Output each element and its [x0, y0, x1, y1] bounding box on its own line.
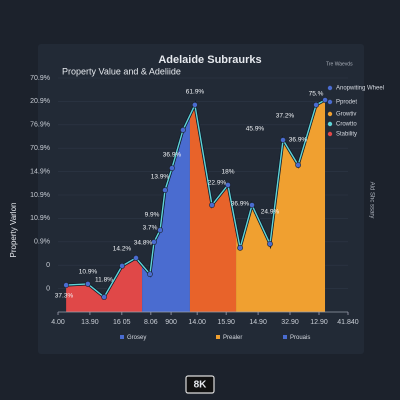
badge: 8K — [194, 380, 208, 391]
badge-box — [185, 375, 215, 394]
data-annotation: 14.2% — [113, 246, 132, 253]
legend-label: Pprodet — [336, 100, 357, 106]
data-annotation: 13.9% — [151, 174, 170, 181]
chart-title: Adelaide Subraurks — [158, 54, 261, 66]
point — [119, 263, 125, 269]
legend-label: Grosey — [127, 335, 146, 341]
legend-swatch — [283, 335, 287, 339]
point — [147, 271, 153, 277]
point — [151, 239, 157, 245]
y-tick-label: 10.9% — [30, 215, 50, 222]
point — [225, 182, 231, 188]
point — [157, 227, 163, 233]
point — [313, 102, 319, 108]
data-annotation: 34.8% — [134, 240, 153, 247]
point — [63, 282, 70, 288]
x-tick-label: 12.90 — [310, 319, 328, 326]
data-annotation: 9.9% — [145, 212, 160, 219]
point — [322, 97, 328, 103]
legend-label: Growtiv — [336, 112, 356, 118]
data-annotation: 22.9% — [208, 180, 227, 187]
legend-swatch — [216, 335, 220, 339]
x-tick-label: 13.90 — [81, 319, 99, 326]
x-tick-label: 14.00 — [188, 319, 206, 326]
data-annotation: 24.9% — [261, 209, 280, 216]
point — [267, 241, 273, 247]
legend-swatch — [120, 335, 124, 339]
data-annotation: 36.9% — [231, 201, 250, 208]
point — [162, 187, 168, 193]
point — [101, 294, 108, 300]
corner-note: Tre Waevds — [326, 61, 353, 67]
legend-label: Prouais — [290, 335, 310, 341]
point — [280, 137, 286, 143]
point — [133, 255, 139, 261]
data-annotation: 3.7% — [143, 225, 158, 232]
data-annotation: 10.9% — [79, 269, 98, 276]
point — [209, 202, 215, 208]
legend-swatch — [327, 85, 333, 91]
legend-swatch — [327, 131, 333, 137]
data-annotation: 61.9% — [186, 89, 205, 96]
y-tick-label: 20.9% — [30, 98, 50, 105]
y-tick-label: 0 — [46, 285, 50, 292]
data-annotation: 36.9% — [289, 137, 308, 144]
legend-label: Stability — [336, 132, 357, 138]
y-tick-label: 0 — [46, 262, 50, 269]
legend-swatch — [327, 99, 333, 105]
x-tick-label: 32.90 — [281, 319, 299, 326]
point — [169, 165, 175, 171]
point — [249, 202, 255, 208]
x-tick-label: 4.00 — [51, 319, 65, 326]
data-annotation: 45.9% — [246, 126, 265, 133]
y-axis-title: Property Varlon — [9, 203, 18, 258]
x-tick-label: 41.840 — [337, 319, 359, 326]
chart-subtitle: Property Value and & Adeliide — [62, 66, 181, 76]
data-annotation: 37.3% — [55, 293, 74, 300]
data-annotation: 18% — [221, 169, 234, 176]
legend-swatch — [327, 111, 333, 117]
legend-label: Crowtto — [336, 122, 357, 128]
data-annotation: 11.8% — [95, 277, 113, 284]
x-tick-label: 14.90 — [249, 319, 267, 326]
legend-label: Prealer — [223, 335, 242, 341]
point — [191, 102, 198, 108]
x-tick-label: 8.06 — [144, 319, 158, 326]
data-annotation: 37.2% — [276, 113, 295, 120]
right-label: Ald Shc ssary — [368, 182, 374, 219]
legend-label: Anopwiting Wheel — [336, 86, 384, 92]
x-tick-label: 900 — [165, 319, 177, 326]
y-tick-label: 70.9% — [30, 75, 50, 82]
point — [295, 162, 302, 168]
point — [237, 244, 244, 251]
y-tick-label: 0.9% — [34, 239, 50, 246]
x-tick-label: 15.90 — [217, 319, 235, 326]
x-tick-label: 16 05 — [113, 319, 131, 326]
y-tick-label: 14.9% — [30, 168, 50, 175]
point — [84, 281, 91, 287]
data-annotation: 75.% — [309, 91, 324, 98]
data-annotation: 36.9% — [163, 152, 182, 159]
point — [180, 127, 186, 133]
y-tick-label: 10.9% — [30, 192, 50, 199]
legend-swatch — [327, 121, 333, 127]
y-tick-label: 76.9% — [30, 122, 50, 129]
y-tick-label: 70.9% — [30, 145, 50, 152]
